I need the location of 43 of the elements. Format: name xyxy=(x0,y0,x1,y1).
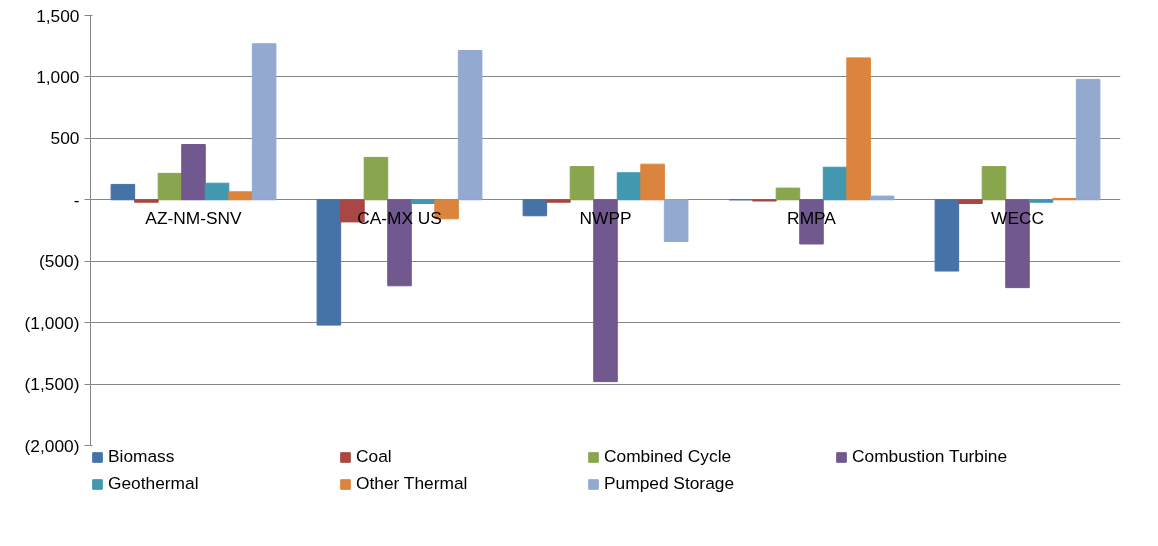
bar xyxy=(228,191,253,201)
x-tick-label: NWPP xyxy=(579,207,632,228)
x-tick-label: AZ-NM-SNV xyxy=(145,207,243,228)
bar xyxy=(934,199,960,272)
bar xyxy=(316,199,342,326)
bar xyxy=(134,199,159,203)
legend-label: Combustion Turbine xyxy=(852,446,1009,467)
y-tick-label: (1,500) xyxy=(24,374,80,395)
bar xyxy=(822,166,848,201)
bar xyxy=(410,199,436,204)
bar xyxy=(204,182,230,201)
y-tick-label: 1,000 xyxy=(36,66,80,87)
legend-label: Combined Cycle xyxy=(604,446,733,467)
legend-label: Other Thermal xyxy=(356,473,469,494)
bar xyxy=(457,50,483,201)
bar xyxy=(522,199,548,217)
bar xyxy=(958,199,983,204)
bar xyxy=(1075,78,1101,201)
bar xyxy=(869,195,895,201)
y-tick-label: (500) xyxy=(39,251,80,272)
bar xyxy=(663,199,689,243)
bar xyxy=(157,172,183,201)
y-tick-label: 1,500 xyxy=(36,5,80,26)
legend-label: Geothermal xyxy=(108,473,200,494)
bar xyxy=(181,144,206,201)
bar xyxy=(569,166,595,201)
bar xyxy=(251,43,277,201)
y-tick-label: 500 xyxy=(50,128,80,149)
bar xyxy=(640,163,665,201)
bar xyxy=(546,199,571,203)
y-tick-label: - xyxy=(73,189,80,210)
legend-label: Pumped Storage xyxy=(604,473,736,494)
legend-label: Biomass xyxy=(108,446,176,467)
bar xyxy=(616,172,642,201)
y-tick-label: (1,000) xyxy=(24,312,80,333)
bar xyxy=(1028,199,1054,203)
bar xyxy=(846,57,871,201)
bar xyxy=(110,183,136,201)
bar xyxy=(363,156,389,201)
legend-label: Coal xyxy=(356,446,393,467)
y-tick-label: (2,000) xyxy=(24,435,80,456)
bar xyxy=(775,187,801,201)
bar xyxy=(981,166,1007,201)
